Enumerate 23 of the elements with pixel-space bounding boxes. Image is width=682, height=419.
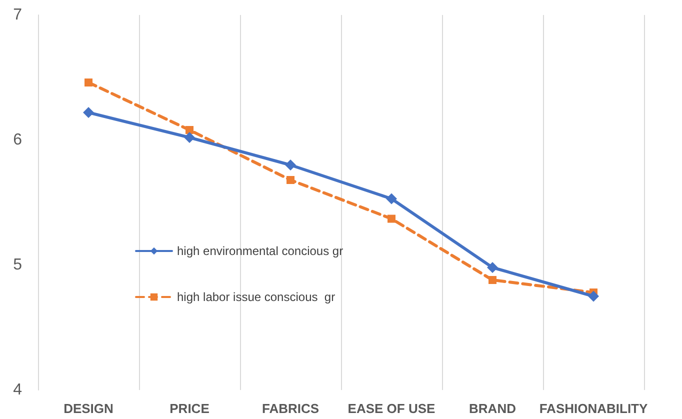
- x-tick-label: PRICE: [170, 401, 210, 416]
- x-tick-label: DESIGN: [64, 401, 114, 416]
- point: [388, 214, 396, 223]
- point: [588, 290, 599, 302]
- legend-label: high labor issue conscious gr: [177, 290, 336, 304]
- y-tick-label: 5: [13, 256, 22, 274]
- y-tick-label: 6: [13, 132, 22, 148]
- point: [488, 276, 496, 284]
- point: [186, 126, 194, 134]
- point: [386, 193, 397, 204]
- x-tick-label: FABRICS: [262, 401, 320, 416]
- y-tick-label: 4: [13, 382, 22, 398]
- point: [487, 262, 498, 273]
- legend-label: high environmental concious gr: [177, 244, 344, 258]
- point: [83, 107, 94, 118]
- point: [184, 132, 195, 143]
- point: [286, 176, 294, 184]
- point: [285, 160, 296, 170]
- y-tick-label: 7: [13, 6, 22, 24]
- point: [84, 78, 92, 86]
- x-tick-label: EASE OF USE: [348, 401, 436, 416]
- x-tick-label: BRAND: [469, 401, 516, 416]
- x-tick-label: FASHIONABILITY: [539, 401, 648, 416]
